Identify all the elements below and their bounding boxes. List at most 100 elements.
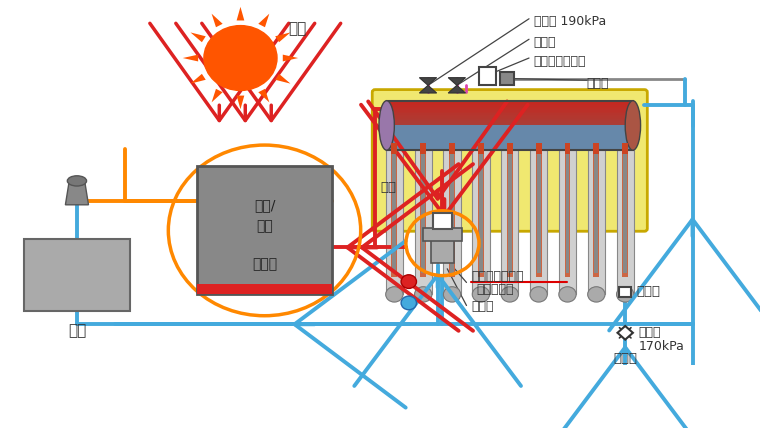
Bar xyxy=(423,228,461,241)
Polygon shape xyxy=(275,33,290,42)
Ellipse shape xyxy=(379,101,394,150)
Bar xyxy=(387,102,633,104)
Ellipse shape xyxy=(616,287,634,302)
Bar xyxy=(478,143,484,154)
Bar xyxy=(431,239,454,263)
Text: 逃止弁: 逃止弁 xyxy=(471,300,494,313)
Ellipse shape xyxy=(414,287,432,302)
Bar xyxy=(420,150,426,277)
Bar xyxy=(616,150,634,294)
Polygon shape xyxy=(258,89,269,102)
Bar xyxy=(433,213,452,229)
Polygon shape xyxy=(65,181,88,205)
Polygon shape xyxy=(191,74,206,83)
Text: ガス/: ガス/ xyxy=(254,198,275,212)
Bar xyxy=(387,113,633,114)
Bar xyxy=(508,155,511,273)
Bar xyxy=(537,155,540,273)
Ellipse shape xyxy=(530,287,547,302)
Ellipse shape xyxy=(385,287,403,302)
Bar xyxy=(623,155,627,273)
Polygon shape xyxy=(283,55,298,62)
Bar xyxy=(622,143,628,154)
Polygon shape xyxy=(182,55,198,62)
Bar xyxy=(622,150,628,277)
Text: ドレン: ドレン xyxy=(637,285,660,298)
Bar xyxy=(450,155,454,273)
Bar xyxy=(197,166,332,294)
Ellipse shape xyxy=(443,287,461,302)
Polygon shape xyxy=(618,326,633,340)
Bar xyxy=(387,101,633,102)
Ellipse shape xyxy=(501,287,518,302)
Bar xyxy=(594,150,599,277)
Ellipse shape xyxy=(625,101,641,150)
Bar xyxy=(478,150,484,277)
Text: 灯油: 灯油 xyxy=(256,219,273,233)
Bar xyxy=(565,143,570,154)
Bar xyxy=(387,101,633,150)
Bar xyxy=(387,120,633,122)
Ellipse shape xyxy=(559,287,576,302)
Bar xyxy=(387,124,633,125)
Bar xyxy=(387,105,633,107)
Polygon shape xyxy=(236,7,244,21)
Ellipse shape xyxy=(472,287,489,302)
Bar xyxy=(594,155,598,273)
Bar xyxy=(507,150,513,277)
Bar xyxy=(387,115,633,117)
Bar xyxy=(387,121,633,123)
Bar xyxy=(559,150,576,294)
Polygon shape xyxy=(191,33,206,42)
Text: 日射: 日射 xyxy=(289,21,307,36)
Bar xyxy=(387,123,633,125)
Bar xyxy=(587,150,605,294)
Text: 送し弁 190kPa: 送し弁 190kPa xyxy=(534,15,606,28)
Bar xyxy=(565,150,570,277)
Bar xyxy=(619,287,631,297)
Bar xyxy=(24,239,130,312)
Polygon shape xyxy=(448,85,466,93)
Bar xyxy=(421,155,425,273)
Polygon shape xyxy=(211,89,223,102)
Bar xyxy=(479,67,496,85)
Polygon shape xyxy=(448,77,466,85)
Ellipse shape xyxy=(68,176,87,186)
Circle shape xyxy=(401,275,416,288)
Polygon shape xyxy=(211,14,223,27)
Text: 給湯: 給湯 xyxy=(380,181,396,194)
Polygon shape xyxy=(258,14,269,27)
Bar xyxy=(594,143,599,154)
Circle shape xyxy=(204,26,277,90)
Text: 170kPa: 170kPa xyxy=(638,340,685,353)
Text: （別売品）: （別売品） xyxy=(476,283,514,296)
Bar xyxy=(392,155,396,273)
Bar xyxy=(387,112,633,113)
Bar xyxy=(387,119,633,120)
FancyBboxPatch shape xyxy=(372,89,648,231)
Text: 温圧弁: 温圧弁 xyxy=(534,36,556,49)
Bar xyxy=(387,104,633,106)
Bar xyxy=(387,125,633,150)
Bar xyxy=(501,150,518,294)
Polygon shape xyxy=(420,77,437,85)
Bar xyxy=(507,143,513,154)
Text: 自動空気抜き弁: 自動空気抜き弁 xyxy=(534,56,586,68)
Bar xyxy=(449,150,455,277)
Bar xyxy=(387,116,633,118)
Bar xyxy=(420,143,426,154)
Bar xyxy=(536,143,542,154)
Polygon shape xyxy=(236,95,244,109)
Polygon shape xyxy=(275,74,290,83)
Bar xyxy=(472,150,489,294)
Ellipse shape xyxy=(587,287,605,302)
Bar xyxy=(387,107,633,109)
Bar xyxy=(530,150,547,294)
Bar xyxy=(387,107,633,108)
Bar xyxy=(385,150,403,294)
Circle shape xyxy=(401,296,416,310)
Text: 減圧弁: 減圧弁 xyxy=(638,326,661,339)
Bar xyxy=(536,150,542,277)
Bar xyxy=(449,143,455,154)
Bar xyxy=(387,101,633,103)
